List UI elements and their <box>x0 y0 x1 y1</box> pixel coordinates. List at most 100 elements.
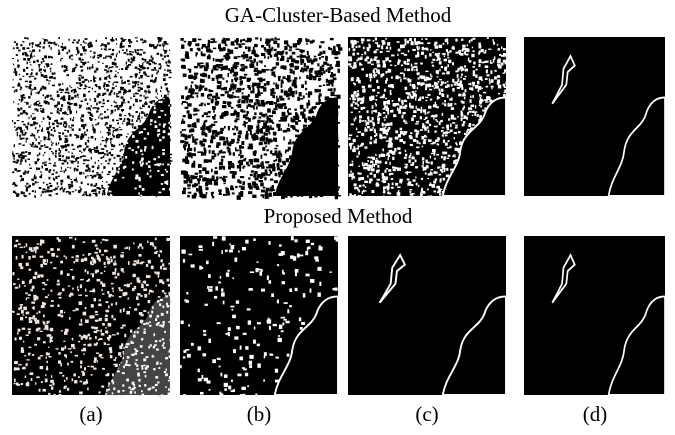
speckle <box>213 58 215 61</box>
speckle <box>265 169 268 172</box>
speckle <box>20 138 23 140</box>
speckle <box>194 193 197 197</box>
speckle <box>458 131 460 133</box>
speckle <box>136 140 139 143</box>
speckle <box>55 152 57 154</box>
speckle <box>400 72 404 74</box>
speckle <box>135 52 137 53</box>
speckle <box>503 84 505 87</box>
speckle <box>111 144 113 147</box>
speckle <box>50 71 51 73</box>
speckle <box>85 98 87 101</box>
speckle <box>236 142 239 144</box>
speckle <box>184 41 187 43</box>
speckle <box>80 44 81 46</box>
speckle <box>102 193 103 196</box>
speckle <box>417 41 421 44</box>
speckle <box>109 152 111 154</box>
speckle <box>135 75 137 78</box>
speckle <box>479 105 481 106</box>
speckle <box>67 130 69 133</box>
speckle <box>150 170 152 172</box>
speckle <box>194 122 196 126</box>
speckle <box>25 170 26 173</box>
speckle <box>250 131 252 135</box>
speckle <box>224 126 226 129</box>
speckle <box>64 65 66 68</box>
speckle <box>277 43 279 47</box>
speckle <box>119 69 120 70</box>
speckle <box>185 160 189 164</box>
speckle <box>396 76 399 79</box>
speckle <box>182 191 186 195</box>
speckle <box>495 70 497 72</box>
speckle <box>99 78 101 81</box>
speckle <box>383 186 386 189</box>
speckle <box>162 188 165 190</box>
speckle <box>205 187 208 190</box>
speckle <box>437 143 439 145</box>
speckle <box>279 96 282 99</box>
speckle <box>441 156 443 158</box>
speckle <box>58 123 60 124</box>
speckle <box>72 70 73 72</box>
speckle <box>262 147 265 151</box>
speckle <box>414 69 416 70</box>
speckle <box>239 186 242 188</box>
speckle <box>262 195 264 199</box>
speckle <box>159 63 162 65</box>
speckle <box>185 54 189 58</box>
speckle <box>40 72 41 74</box>
speckle <box>289 56 292 60</box>
speckle <box>108 81 110 83</box>
speckle <box>369 97 372 100</box>
speckle <box>371 190 374 193</box>
speckle <box>105 65 108 67</box>
speckle <box>25 151 27 153</box>
speckle <box>150 80 153 82</box>
speckle <box>371 110 372 114</box>
speckle <box>91 149 94 150</box>
speckle <box>284 40 288 44</box>
speckle <box>446 125 449 129</box>
speckle <box>439 174 442 176</box>
speckle <box>398 98 400 102</box>
speckle <box>353 83 355 85</box>
speckle <box>104 77 107 80</box>
speckle <box>411 196 414 199</box>
speckle <box>291 117 293 121</box>
speckle <box>226 80 228 82</box>
speckle <box>274 54 278 57</box>
speckle <box>323 84 325 86</box>
speckle <box>149 44 151 47</box>
speckle <box>390 162 391 165</box>
speckle <box>204 159 208 163</box>
speckle <box>132 135 135 138</box>
speckle <box>405 150 407 152</box>
speckle <box>167 90 168 92</box>
speckle <box>444 100 446 102</box>
speckle <box>431 76 433 77</box>
speckle <box>290 63 294 67</box>
speckle <box>158 116 161 118</box>
speckle <box>484 52 487 54</box>
speckle <box>403 120 405 121</box>
speckle <box>70 184 73 187</box>
speckle <box>363 47 365 50</box>
speckle <box>425 71 428 72</box>
speckle <box>452 62 454 65</box>
speckle <box>77 94 79 97</box>
speckle <box>58 186 60 187</box>
speckle <box>67 74 69 76</box>
speckle <box>231 107 234 109</box>
speckle <box>209 150 211 154</box>
speckle <box>83 94 86 97</box>
speckle <box>255 186 259 189</box>
speckle <box>230 84 233 88</box>
speckle <box>67 176 70 179</box>
speckle <box>375 139 377 140</box>
speckle <box>461 87 463 90</box>
speckle <box>244 158 246 160</box>
speckle <box>444 168 446 172</box>
speckle <box>55 105 58 106</box>
